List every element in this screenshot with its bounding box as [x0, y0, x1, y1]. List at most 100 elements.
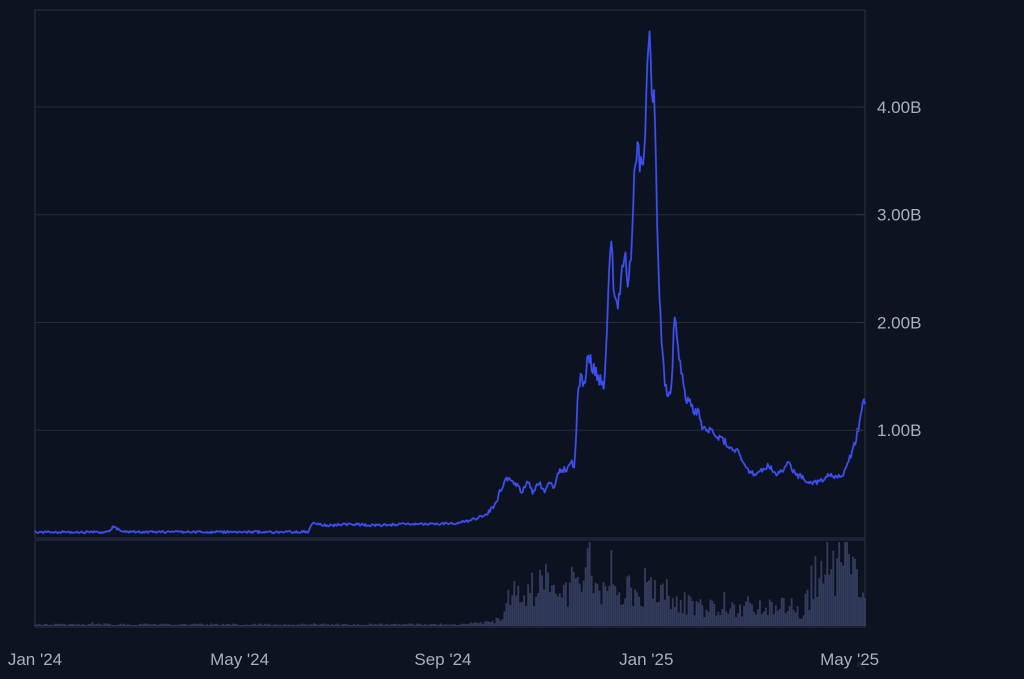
volume-panel-border [34, 539, 866, 628]
volume-bar [862, 592, 864, 626]
volume-bar [531, 572, 534, 626]
volume-bar [434, 624, 436, 626]
volume-bar [473, 622, 476, 626]
volume-bar [259, 623, 262, 626]
volume-bar [404, 624, 407, 626]
volume-bar [243, 624, 246, 626]
volume-bar [677, 612, 680, 626]
volume-bar [669, 609, 672, 626]
volume-bar [850, 574, 852, 626]
volume-bar [471, 623, 474, 626]
volume-bar [782, 597, 785, 626]
volume-bar [719, 615, 722, 626]
volume-bar [537, 593, 539, 626]
volume-bar [331, 624, 333, 626]
volume-bar [137, 624, 139, 626]
volume-bar [840, 562, 843, 626]
volume-bar [366, 624, 369, 626]
volume-bar [109, 624, 112, 626]
volume-bar [400, 624, 403, 626]
volume-bar [291, 624, 294, 626]
volume-bar [321, 623, 324, 626]
volume-bar [63, 623, 66, 626]
volume-bar [822, 583, 825, 626]
volume-bar [37, 623, 40, 626]
volume-bar [204, 624, 207, 626]
volume-bar [667, 595, 670, 626]
volume-bar [620, 604, 623, 626]
volume-bar [656, 602, 658, 626]
volume-bar [661, 583, 664, 626]
volume-bar [774, 605, 777, 626]
volume-bar [640, 605, 642, 626]
volume-bar [287, 624, 290, 626]
volume-bar [305, 624, 308, 626]
volume-bar [436, 624, 438, 626]
volume-bars[interactable] [34, 542, 866, 626]
volume-bar [79, 624, 82, 626]
volume-bar [71, 623, 74, 626]
volume-bar [663, 599, 666, 626]
volume-bar [426, 624, 429, 626]
volume-bar [315, 624, 318, 626]
volume-bar [249, 624, 252, 626]
volume-bar [715, 615, 718, 626]
price-line[interactable] [33, 30, 867, 535]
volume-bar [818, 578, 821, 626]
volume-bar [364, 625, 367, 626]
volume-bar [360, 625, 363, 626]
volume-bar [438, 624, 440, 626]
volume-bar [679, 599, 682, 626]
volume-bar [461, 623, 464, 626]
volume-bar [309, 624, 312, 626]
volume-bar [503, 611, 506, 626]
volume-bar [97, 623, 100, 626]
volume-bar [814, 555, 817, 626]
volume-bar [362, 624, 365, 626]
volume-bar [251, 624, 254, 626]
volume-bar [551, 585, 553, 626]
volume-bar [654, 580, 656, 626]
volume-bar [133, 625, 135, 626]
volume-bar [665, 579, 668, 626]
grid-lines [35, 106, 865, 431]
volume-bar [281, 624, 284, 626]
volume-bar [245, 624, 248, 626]
volume-bar [475, 622, 478, 626]
volume-bar [705, 609, 708, 626]
volume-bar [602, 581, 605, 626]
volume-bar [67, 624, 70, 626]
volume-bar [345, 624, 347, 626]
volume-bar [745, 601, 747, 626]
volume-bar [798, 618, 801, 626]
volume-bar [303, 624, 306, 626]
volume-bar [325, 624, 328, 626]
volume-bar [335, 624, 337, 626]
volume-bar [408, 623, 411, 626]
volume-bar [858, 596, 860, 626]
volume-bar [450, 624, 452, 626]
volume-bar [113, 624, 116, 626]
volume-bar [762, 611, 765, 626]
volume-bar [610, 550, 613, 626]
volume-bar [673, 607, 676, 626]
volume-bar [190, 624, 193, 626]
volume-bar [370, 623, 373, 626]
volume-bar [788, 606, 791, 626]
volume-bar [465, 624, 468, 626]
volume-bar [535, 596, 537, 626]
volume-bar [612, 584, 615, 626]
volume-bar [333, 624, 335, 626]
volume-bar [539, 569, 541, 626]
volume-bar [35, 624, 38, 626]
volume-bar [396, 624, 399, 626]
volume-bar [784, 613, 787, 626]
volume-bar [347, 624, 349, 626]
volume-bar [481, 623, 484, 626]
volume-bar [121, 624, 123, 626]
volume-bar [501, 619, 504, 626]
x-axis-label-1: May '24 [210, 650, 269, 669]
volume-bar [41, 624, 44, 626]
volume-bar [101, 624, 104, 626]
